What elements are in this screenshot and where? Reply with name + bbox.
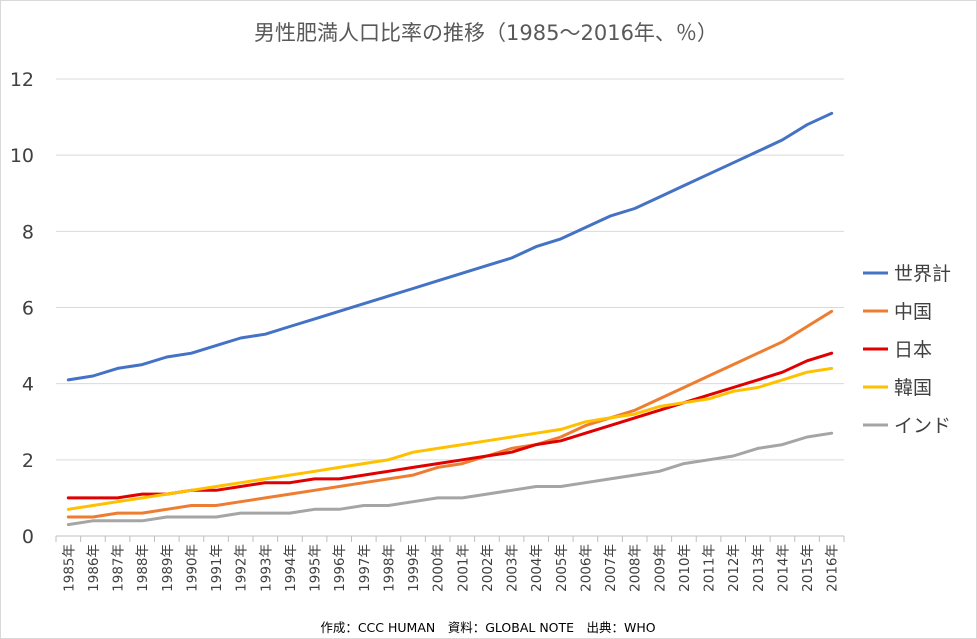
x-tick-label: 1986年 bbox=[86, 544, 102, 592]
x-tick-label: 2003年 bbox=[505, 544, 521, 592]
y-tick-label: 10 bbox=[10, 145, 34, 167]
x-tick-label: 1999年 bbox=[406, 544, 422, 592]
x-tick-label: 1995年 bbox=[308, 544, 324, 592]
series-lines bbox=[66, 111, 834, 527]
chart-title: 男性肥満人口比率の推移（1985～2016年、％） bbox=[254, 21, 718, 45]
y-tick-label: 4 bbox=[22, 374, 34, 396]
legend-label: 日本 bbox=[894, 339, 932, 361]
x-tick-label: 1994年 bbox=[283, 544, 299, 592]
legend-label: 中国 bbox=[894, 301, 932, 323]
x-tick-label: 2014年 bbox=[775, 544, 791, 592]
x-tick-label: 1993年 bbox=[258, 544, 274, 592]
y-tick-label: 2 bbox=[22, 450, 34, 472]
source-credit: 作成：CCC HUMAN 資料：GLOBAL NOTE 出典：WHO bbox=[320, 620, 655, 635]
series-line bbox=[66, 309, 834, 519]
x-tick-label: 2008年 bbox=[628, 544, 644, 592]
x-tick-label: 2012年 bbox=[726, 544, 742, 592]
x-tick-label: 1997年 bbox=[357, 544, 373, 592]
x-tick-label: 2011年 bbox=[702, 544, 718, 592]
series-line bbox=[66, 431, 834, 527]
y-axis-ticks: 0 2 4 6 8 10 12 bbox=[10, 69, 34, 548]
x-tick-label: 2009年 bbox=[652, 544, 668, 592]
x-tick-label: 2001年 bbox=[455, 544, 471, 592]
series-line bbox=[66, 111, 834, 382]
x-tick-label: 2016年 bbox=[825, 544, 841, 592]
series-line bbox=[66, 351, 834, 500]
x-tick-label: 1992年 bbox=[234, 544, 250, 592]
x-tick-label: 1987年 bbox=[111, 544, 127, 592]
x-tick-label: 2015年 bbox=[800, 544, 816, 592]
legend-label: インド bbox=[894, 415, 951, 437]
legend-label: 韓国 bbox=[894, 377, 932, 399]
x-tick-label: 1989年 bbox=[160, 544, 176, 592]
x-tick-label: 2010年 bbox=[677, 544, 693, 592]
x-tick-label: 1998年 bbox=[381, 544, 397, 592]
x-tick-label: 1990年 bbox=[184, 544, 200, 592]
x-tick-label: 2013年 bbox=[751, 544, 767, 592]
x-tick-label: 1988年 bbox=[135, 544, 151, 592]
y-tick-label: 0 bbox=[22, 526, 34, 548]
x-axis-ticks: 1985年 1986年 1987年 1988年 1989年 1990年 1991年 1992年… bbox=[61, 544, 840, 592]
x-tick-label: 2007年 bbox=[603, 544, 619, 592]
x-tick-label: 2005年 bbox=[554, 544, 570, 592]
x-tick-label: 1985年 bbox=[61, 544, 77, 592]
x-tick-label: 1991年 bbox=[209, 544, 225, 592]
x-tick-label: 2004年 bbox=[529, 544, 545, 592]
gridlines bbox=[55, 78, 845, 542]
legend-label: 世界計 bbox=[894, 263, 951, 285]
y-tick-label: 8 bbox=[22, 221, 34, 243]
x-tick-label: 2000年 bbox=[431, 544, 447, 592]
x-tick-label: 2002年 bbox=[480, 544, 496, 592]
y-tick-label: 6 bbox=[22, 298, 34, 320]
x-tick-label: 1996年 bbox=[332, 544, 348, 592]
x-tick-label: 2006年 bbox=[578, 544, 594, 592]
series-line bbox=[66, 366, 834, 511]
y-tick-label: 12 bbox=[10, 69, 34, 91]
